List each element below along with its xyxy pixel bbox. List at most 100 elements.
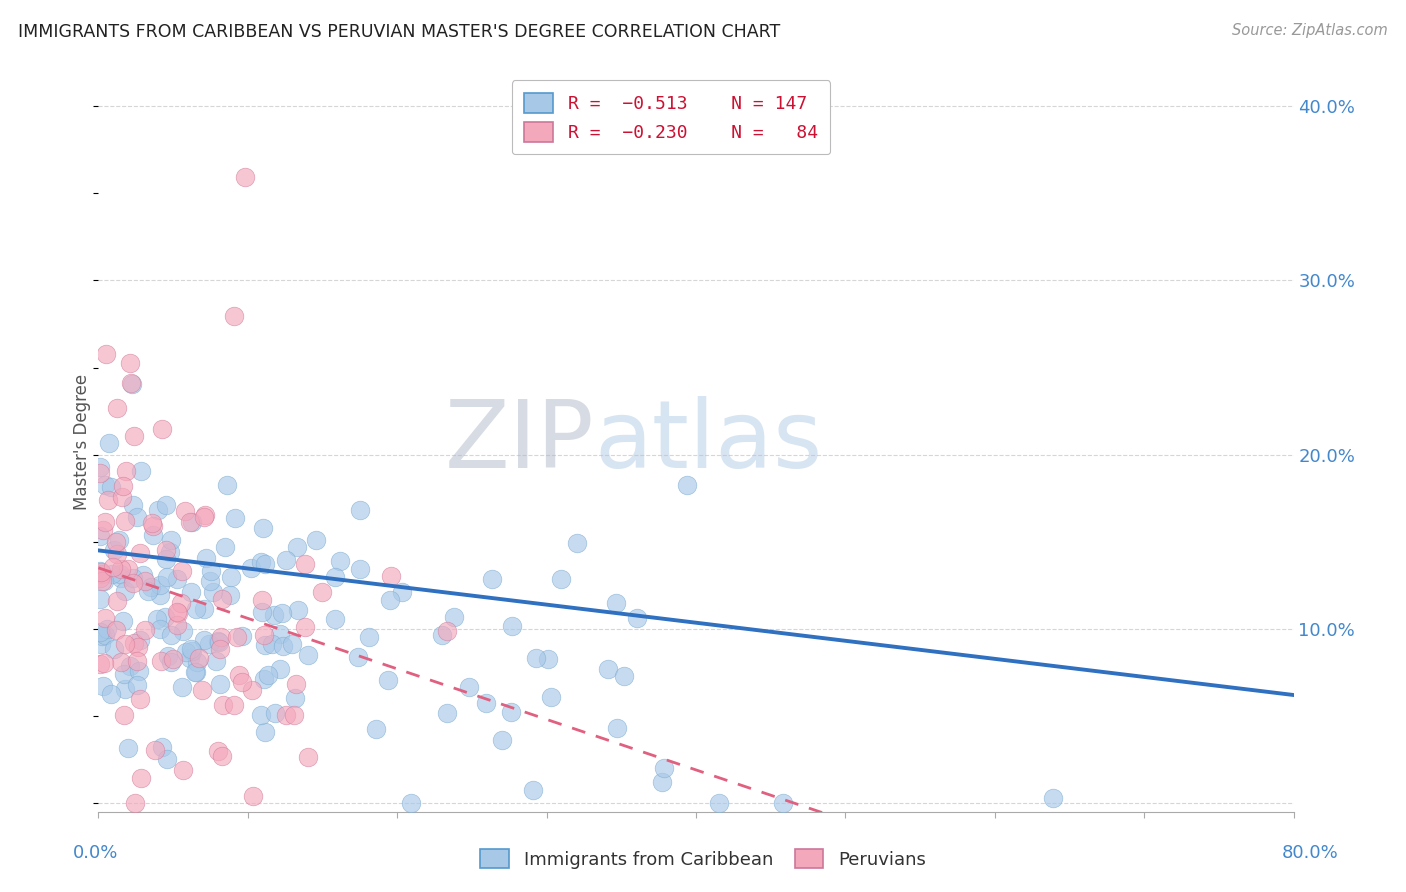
Point (263, 607, 285, 622)
Point (208, 642, 231, 657)
Point (134, 574, 156, 588)
Point (219, 569, 242, 583)
Point (501, 705, 523, 719)
Point (606, 721, 628, 735)
Point (274, 553, 297, 567)
Point (127, 640, 149, 655)
Point (117, 740, 139, 755)
Point (156, 570, 179, 584)
Point (170, 564, 193, 578)
Point (129, 464, 152, 478)
Point (181, 516, 204, 530)
Point (283, 708, 305, 723)
Point (264, 706, 287, 721)
Point (294, 557, 316, 571)
Point (346, 650, 368, 665)
Point (219, 588, 242, 602)
Point (89, 591, 111, 606)
Point (134, 623, 156, 637)
Point (115, 464, 138, 478)
Text: IMMIGRANTS FROM CARIBBEAN VS PERUVIAN MASTER'S DEGREE CORRELATION CHART: IMMIGRANTS FROM CARIBBEAN VS PERUVIAN MA… (18, 23, 780, 41)
Point (323, 612, 346, 626)
Point (250, 605, 273, 619)
Point (128, 664, 150, 678)
Point (491, 732, 513, 747)
Point (249, 708, 271, 723)
Point (93, 656, 115, 670)
Point (193, 510, 215, 524)
Point (195, 550, 218, 565)
Point (103, 560, 125, 574)
Point (149, 588, 172, 602)
Text: 0.0%: 0.0% (73, 844, 118, 862)
Point (269, 626, 291, 640)
Point (124, 796, 146, 810)
Point (120, 356, 142, 370)
Point (110, 562, 132, 576)
Point (103, 543, 125, 558)
Point (676, 478, 699, 492)
Point (211, 698, 233, 713)
Point (141, 516, 163, 530)
Point (122, 571, 145, 585)
Point (204, 654, 226, 668)
Point (380, 569, 402, 583)
Point (143, 743, 166, 757)
Point (97, 436, 120, 450)
Point (103, 641, 125, 656)
Point (101, 567, 124, 582)
Point (127, 510, 149, 524)
Point (89, 460, 111, 475)
Point (125, 677, 148, 691)
Point (122, 636, 145, 650)
Point (378, 593, 401, 607)
Point (626, 611, 648, 625)
Point (129, 771, 152, 785)
Point (287, 603, 309, 617)
Point (284, 691, 307, 706)
Point (184, 601, 207, 615)
Point (191, 682, 214, 697)
Point (114, 583, 136, 598)
Point (118, 659, 141, 673)
Point (436, 706, 458, 720)
Point (260, 637, 283, 651)
Point (208, 635, 231, 649)
Point (252, 521, 274, 535)
Point (269, 662, 291, 676)
Point (149, 622, 172, 636)
Point (222, 309, 245, 323)
Point (239, 561, 262, 575)
Point (90, 637, 112, 651)
Point (215, 478, 238, 492)
Point (364, 723, 387, 737)
Point (105, 547, 128, 561)
Point (226, 630, 249, 644)
Point (254, 638, 277, 652)
Point (114, 682, 136, 697)
Point (207, 743, 229, 757)
Point (96, 622, 118, 636)
Point (117, 562, 139, 576)
Point (349, 562, 371, 576)
Point (166, 572, 188, 586)
Point (193, 632, 215, 647)
Point (89, 625, 111, 640)
Point (522, 783, 544, 797)
Point (179, 515, 201, 529)
Point (136, 584, 159, 599)
Point (155, 543, 177, 558)
Point (349, 503, 371, 517)
Point (179, 651, 201, 665)
Point (329, 554, 352, 568)
Point (180, 585, 202, 599)
Point (242, 789, 264, 803)
Point (707, 796, 730, 810)
Text: ZIP: ZIP (444, 395, 595, 488)
Point (108, 533, 131, 547)
Point (170, 596, 193, 610)
Point (305, 533, 328, 547)
Point (207, 634, 229, 648)
Point (481, 572, 503, 586)
Point (377, 673, 399, 688)
